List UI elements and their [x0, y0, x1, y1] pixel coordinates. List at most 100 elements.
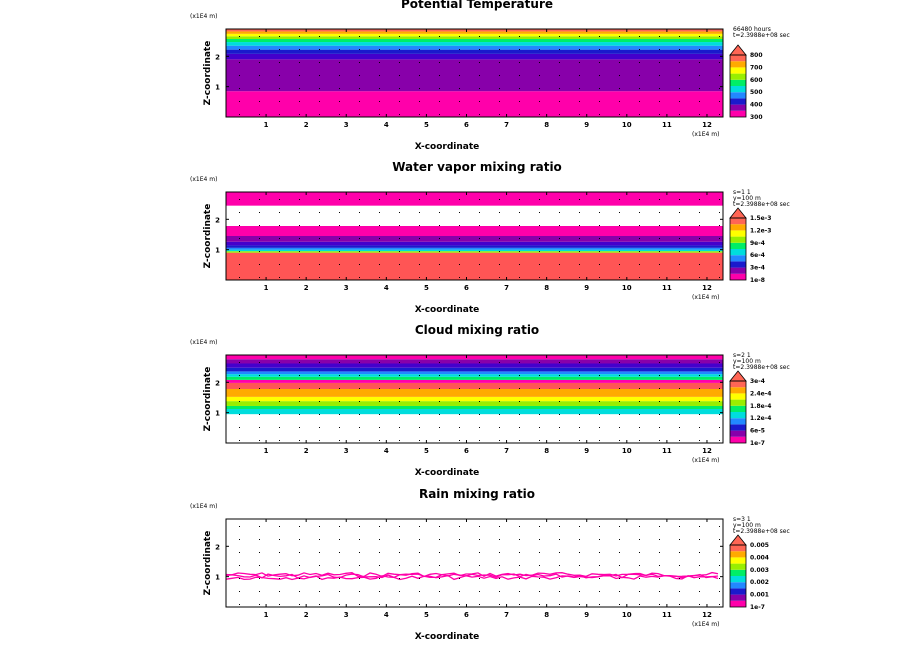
grid-dot [439, 75, 440, 76]
x-tick-label: 1 [264, 447, 269, 455]
y-unit-label: (x1E4 m) [190, 503, 217, 510]
grid-dot [479, 199, 480, 200]
grid-dot [379, 88, 380, 89]
grid-dot [339, 401, 340, 402]
grid-dot [259, 225, 260, 226]
grid-dot [439, 62, 440, 63]
info-text: 66480 hours [733, 26, 771, 33]
grid-dot [259, 427, 260, 428]
contour-band [226, 49, 723, 54]
grid-dot [279, 225, 280, 226]
grid-dot [359, 114, 360, 115]
grid-dot [459, 362, 460, 363]
x-axis-label: X-coordinate [415, 305, 480, 315]
chart-panel-3: Cloud mixing ratio(x1E4 m)1 2 3 4 5 6 7 8 9 10 11 1… [190, 323, 790, 478]
grid-dot [639, 251, 640, 252]
colorbar-segment [730, 381, 746, 388]
grid-dot [499, 277, 500, 278]
grid-dot [599, 199, 600, 200]
grid-dot [459, 578, 460, 579]
grid-dot [639, 75, 640, 76]
grid-dot [239, 114, 240, 115]
grid-dot [679, 88, 680, 89]
grid-dot [559, 362, 560, 363]
grid-dot [339, 604, 340, 605]
grid-dot [459, 212, 460, 213]
grid-dot [299, 36, 300, 37]
y-tick-label: 2 [215, 543, 220, 551]
grid-dot [559, 539, 560, 540]
grid-dot [419, 88, 420, 89]
grid-dot [519, 552, 520, 553]
grid-dot [599, 277, 600, 278]
grid-dot [519, 75, 520, 76]
grid-dot [339, 238, 340, 239]
x-tick-label: 5 [424, 611, 429, 619]
y-tick-label: 1 [215, 247, 220, 255]
grid-dot [319, 565, 320, 566]
grid-dot [579, 62, 580, 63]
grid-dot [519, 264, 520, 265]
x-tick-label: 3 [344, 121, 349, 129]
grid-dot [539, 238, 540, 239]
grid-dot [319, 552, 320, 553]
grid-dot [359, 62, 360, 63]
grid-dot [619, 591, 620, 592]
grid-dot [259, 199, 260, 200]
grid-dot [599, 565, 600, 566]
grid-dot [679, 414, 680, 415]
colorbar-segment [730, 55, 746, 62]
grid-dot [679, 526, 680, 527]
grid-dot [259, 362, 260, 363]
grid-dot [599, 604, 600, 605]
grid-dot [559, 114, 560, 115]
grid-dot [419, 362, 420, 363]
grid-dot [539, 375, 540, 376]
grid-dot [259, 401, 260, 402]
grid-dot [499, 114, 500, 115]
x-unit-label: (x1E4 m) [692, 457, 719, 464]
grid-dot [439, 362, 440, 363]
grid-dot [519, 401, 520, 402]
grid-dot [459, 440, 460, 441]
grid-dot [259, 88, 260, 89]
grid-dot [579, 101, 580, 102]
grid-dot [439, 88, 440, 89]
grid-dot [339, 75, 340, 76]
grid-dot [439, 440, 440, 441]
grid-dot [499, 440, 500, 441]
grid-dot [539, 251, 540, 252]
grid-dot [299, 578, 300, 579]
grid-dot [259, 212, 260, 213]
grid-dot [399, 401, 400, 402]
grid-dot [639, 591, 640, 592]
grid-dot [719, 414, 720, 415]
grid-dot [619, 251, 620, 252]
grid-dot [679, 238, 680, 239]
grid-dot [419, 251, 420, 252]
grid-dot [519, 88, 520, 89]
grid-dot [639, 552, 640, 553]
x-axis-label: X-coordinate [415, 468, 480, 478]
grid-dot [319, 36, 320, 37]
grid-dot [719, 375, 720, 376]
colorbar-segment [730, 110, 746, 117]
grid-dot [699, 225, 700, 226]
grid-dot [239, 264, 240, 265]
grid-dot [579, 114, 580, 115]
grid-dot [319, 578, 320, 579]
grid-dot [499, 578, 500, 579]
grid-dot [319, 375, 320, 376]
grid-dot [599, 75, 600, 76]
grid-dot [599, 362, 600, 363]
colorbar-label: 0.004 [750, 554, 769, 561]
grid-dot [619, 414, 620, 415]
grid-dot [319, 539, 320, 540]
grid-dot [519, 212, 520, 213]
grid-dot [459, 526, 460, 527]
grid-dot [639, 375, 640, 376]
grid-dot [479, 251, 480, 252]
grid-dot [499, 401, 500, 402]
grid-dot [539, 101, 540, 102]
